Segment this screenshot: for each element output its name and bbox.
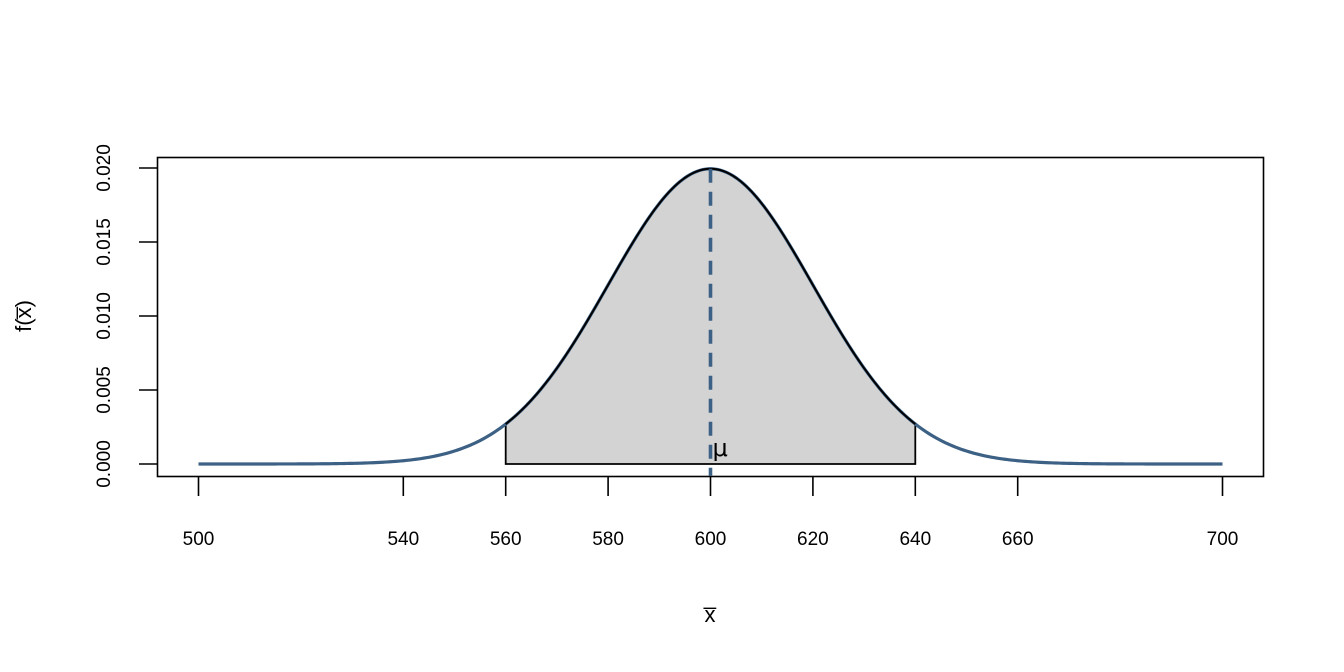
y-axis-title: f(x̅) (11, 300, 36, 332)
x-tick-label: 540 (387, 529, 419, 550)
mean-annotation: μ (713, 434, 728, 462)
x-tick-label: 620 (797, 529, 829, 550)
x-tick-label: 580 (592, 529, 624, 550)
x-tick-label: 640 (899, 529, 931, 550)
x-axis-title: x̅ (703, 602, 717, 627)
x-tick-label: 660 (1002, 529, 1034, 550)
x-tick-label: 500 (183, 529, 215, 550)
y-tick-label: 0.000 (94, 440, 115, 488)
y-tick-label: 0.005 (94, 366, 115, 414)
x-tick-label: 560 (490, 529, 522, 550)
y-tick-label: 0.015 (94, 218, 115, 266)
x-tick-label: 700 (1207, 529, 1239, 550)
y-tick-label: 0.010 (94, 292, 115, 340)
y-tick-label: 0.020 (94, 144, 115, 192)
x-tick-label: 600 (695, 529, 727, 550)
